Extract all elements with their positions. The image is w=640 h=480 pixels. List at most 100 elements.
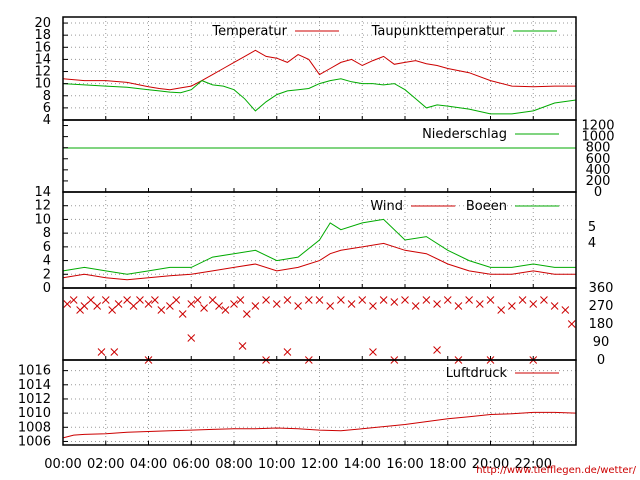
winddir-point-stroke: [561, 306, 570, 314]
winddir-point-stroke: [129, 302, 138, 310]
winddir-point: [294, 302, 302, 310]
x-tick-label: 02:00: [87, 457, 124, 472]
winddir-point-stroke: [475, 300, 484, 308]
precip-ytick-label: 1000: [581, 130, 614, 145]
winddir-point: [242, 310, 251, 318]
winddir-point: [540, 296, 548, 304]
x-tick-label: 14:00: [344, 457, 381, 472]
pressure-ytick-label: 1006: [18, 434, 51, 449]
winddir-point-stroke: [178, 310, 187, 318]
winddir-point-stroke: [236, 296, 245, 304]
x-tick-label: 22:00: [515, 457, 552, 472]
winddir-point-stroke: [93, 302, 102, 310]
temp-ytick-label: 8: [43, 89, 51, 104]
winddir-point-stroke: [454, 302, 463, 310]
winddir-point: [129, 302, 138, 310]
x-tick-label: 12:00: [301, 457, 338, 472]
winddir-point: [110, 348, 119, 356]
winddir-point-stroke: [529, 300, 538, 308]
pressure-series-luftdruck: [62, 411, 577, 439]
winddir-point-stroke: [193, 296, 202, 304]
winddir-point-stroke: [208, 296, 217, 304]
grid-layer: [63, 17, 576, 445]
precip-ytick-label: 600: [586, 152, 611, 167]
winddir-point: [101, 296, 110, 304]
winddir-point: [178, 310, 187, 318]
winddir-point-stroke: [238, 342, 247, 350]
winddir-point-stroke: [157, 306, 166, 314]
wind-ytick-label: 2: [43, 267, 51, 282]
pressure-ytick-label: 1010: [18, 406, 51, 421]
winddir-ytick-label: 270: [589, 299, 614, 314]
winddir-point: [80, 302, 89, 310]
winddir-point: [347, 300, 356, 308]
series-layer: [62, 49, 577, 439]
winddir-point: [151, 296, 159, 304]
winddir-point: [63, 300, 72, 308]
winddir-point: [390, 298, 399, 306]
temp-series-temperatur: [62, 49, 576, 91]
winddir-point: [518, 296, 527, 304]
winddir-point: [475, 300, 484, 308]
winddir-point-stroke: [166, 302, 174, 310]
precip-ytick-label: 0: [594, 185, 602, 200]
winddir-point: [283, 296, 292, 304]
winddir-point-stroke: [172, 296, 181, 304]
winddir-point-stroke: [315, 296, 324, 304]
x-tick-label: 00:00: [44, 457, 81, 472]
wind-series-boeen: [62, 218, 576, 275]
x-tick-label: 16:00: [386, 457, 423, 472]
winddir-point-stroke: [422, 296, 431, 304]
winddir-point-stroke: [347, 300, 356, 308]
wind-ytick-label: 10: [34, 212, 51, 227]
x-tick-label: 20:00: [472, 457, 509, 472]
winddir-point: [144, 300, 153, 308]
winddir-point-stroke: [80, 302, 89, 310]
temp-legend-label: Taupunkttemperatur: [371, 24, 506, 39]
x-tick-label: 18:00: [429, 457, 466, 472]
temp-ytick-label: 4: [43, 113, 51, 128]
winddir-point: [433, 346, 441, 354]
winddir-point-stroke: [144, 300, 153, 308]
winddir-point-stroke: [242, 310, 251, 318]
winddir-point: [157, 306, 166, 314]
winddir-point-stroke: [411, 302, 420, 310]
winddir-point: [251, 302, 260, 310]
winddir-point-stroke: [251, 302, 260, 310]
winddir-point-stroke: [508, 302, 516, 310]
winddir-point: [358, 296, 367, 304]
wind-y2tick-label: 4: [588, 236, 596, 251]
x-tick-label: 04:00: [130, 457, 167, 472]
pressure-legend-label: Luftdruck: [446, 366, 508, 381]
winddir-point: [193, 296, 202, 304]
winddir-point: [108, 306, 117, 314]
winddir-point: [86, 296, 95, 304]
winddir-point: [272, 300, 281, 308]
winddir-point-stroke: [230, 300, 238, 308]
winddir-point-stroke: [63, 300, 72, 308]
winddir-ytick-label: 180: [589, 317, 614, 332]
winddir-point-stroke: [283, 348, 292, 356]
winddir-point-stroke: [304, 296, 313, 304]
winddir-point: [123, 296, 131, 304]
winddir-point: [238, 342, 247, 350]
winddir-point: [411, 302, 420, 310]
winddir-point: [561, 306, 570, 314]
winddir-point: [236, 296, 245, 304]
winddir-point-stroke: [294, 302, 302, 310]
winddir-point: [486, 296, 495, 304]
wind-ytick-label: 4: [43, 254, 51, 269]
credit-text: http://www.tiefflegen.de/wetter/: [476, 465, 636, 476]
winddir-point: [497, 306, 506, 314]
winddir-point: [166, 302, 174, 310]
x-tick-label: 06:00: [173, 457, 210, 472]
winddir-point-stroke: [136, 296, 144, 304]
temp-ytick-label: 18: [34, 28, 51, 43]
winddir-point-stroke: [433, 346, 441, 354]
winddir-point: [337, 296, 345, 304]
pressure-ytick-label: 1008: [18, 420, 51, 435]
winddir-point-stroke: [326, 302, 335, 310]
winddir-point-stroke: [465, 296, 473, 304]
winddir-point: [262, 296, 270, 304]
